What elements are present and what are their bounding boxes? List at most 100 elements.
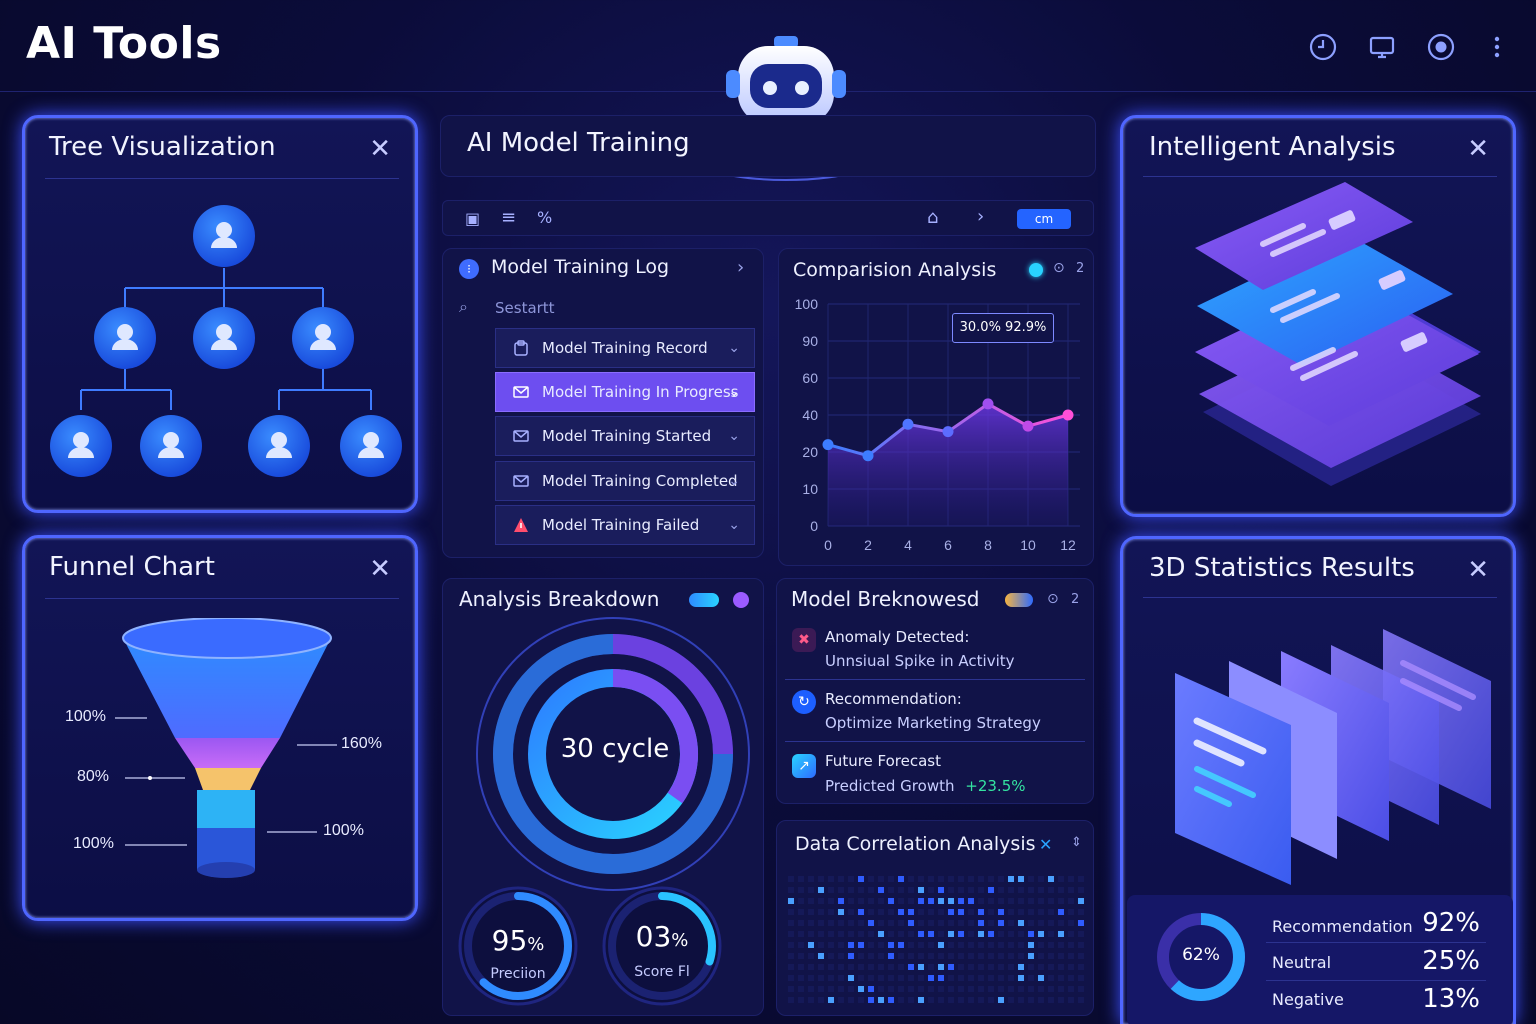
data-point[interactable]: [862, 450, 874, 462]
heatmap-cell: [1048, 986, 1054, 992]
toggle-switch[interactable]: [1005, 593, 1033, 607]
heatmap-cell: [1048, 964, 1054, 970]
clock-icon[interactable]: [1306, 30, 1340, 64]
save-icon[interactable]: ▣: [465, 209, 481, 228]
heatmap-cell: [1018, 931, 1024, 937]
heatmap-cell: [898, 898, 904, 904]
heatmap-cell: [858, 920, 864, 926]
heatmap-cell: [898, 953, 904, 959]
data-point[interactable]: [942, 426, 954, 438]
heatmap-cell: [878, 975, 884, 981]
gauge-unit: %: [527, 934, 545, 955]
heatmap-cell: [1068, 997, 1074, 1003]
heatmap-cell: [818, 887, 824, 893]
divider: [785, 741, 1085, 742]
heatmap-cell: [1048, 953, 1054, 959]
record-icon[interactable]: [1424, 30, 1458, 64]
heatmap-cell: [838, 986, 844, 992]
funnel-label-right: 100%: [323, 822, 364, 839]
data-point[interactable]: [1022, 420, 1034, 432]
percent-icon[interactable]: %: [537, 208, 553, 227]
chevron-right-icon[interactable]: ›: [737, 257, 745, 278]
heatmap-cell: [958, 997, 964, 1003]
heatmap-cell: [978, 931, 984, 937]
heatmap-cell: [1028, 997, 1034, 1003]
heatmap-cell: [1038, 942, 1044, 948]
heatmap-cell: [838, 920, 844, 926]
log-item-active[interactable]: Model Training In Progress ⌄: [495, 372, 755, 412]
heatmap-cell: [1068, 975, 1074, 981]
heatmap-cell: [978, 997, 984, 1003]
data-point[interactable]: [982, 398, 994, 410]
app-title: AI Tools: [26, 18, 222, 69]
heatmap-cell: [978, 986, 984, 992]
monitor-icon[interactable]: [1365, 30, 1399, 64]
chevron-right-icon[interactable]: ›: [977, 206, 985, 227]
heatmap-cell: [908, 997, 914, 1003]
heatmap-cell: [848, 953, 854, 959]
heatmap-cell: [958, 887, 964, 893]
heatmap-cell: [918, 997, 924, 1003]
heatmap-cell: [998, 953, 1004, 959]
heatmap-cell: [1048, 898, 1054, 904]
heatmap-cell: [918, 920, 924, 926]
heatmap-cell: [1008, 953, 1014, 959]
log-item[interactable]: Model Training Started ⌄: [495, 416, 755, 456]
heatmap-cell: [948, 986, 954, 992]
chevron-down-icon: ⌄: [728, 384, 740, 400]
menu-icon[interactable]: ≡: [501, 207, 517, 228]
heatmap-cell: [1058, 953, 1064, 959]
sort-icon[interactable]: ⇕: [1071, 835, 1082, 850]
heatmap-cell: [898, 975, 904, 981]
heatmap-cell: [828, 953, 834, 959]
heatmap-cell: [878, 997, 884, 1003]
heatmap-cell: [788, 975, 794, 981]
heatmap-cell: [868, 986, 874, 992]
link-icon[interactable]: ✕: [1039, 835, 1053, 854]
heatmap-cell: [1028, 942, 1034, 948]
heatmap-cell: [1068, 942, 1074, 948]
info-circle-icon[interactable]: ⊙: [1047, 591, 1059, 607]
heatmap-cell: [828, 909, 834, 915]
info-icon: ⁝: [459, 259, 479, 279]
log-item[interactable]: Model Training Completed ⌄: [495, 461, 755, 501]
gauge-value: 03: [635, 920, 672, 953]
heatmap-cell: [1068, 986, 1074, 992]
heatmap-cell: [978, 909, 984, 915]
data-point[interactable]: [822, 439, 834, 451]
log-item[interactable]: Model Training Failed ⌄: [495, 505, 755, 545]
home-icon[interactable]: ⌂: [927, 207, 939, 228]
precision-label: Preciion: [490, 966, 546, 982]
score-value: 03%: [600, 920, 724, 953]
heatmap-cell: [1038, 964, 1044, 970]
close-icon[interactable]: ✕: [369, 134, 391, 164]
heatmap-cell: [1008, 986, 1014, 992]
log-item[interactable]: Model Training Record ⌄: [495, 328, 755, 368]
stat-label: Negative: [1272, 990, 1344, 1009]
heatmap-cell: [878, 909, 884, 915]
stat-label: Recommendation: [1272, 917, 1413, 936]
heatmap-cell: [968, 909, 974, 915]
heatmap-cell: [788, 920, 794, 926]
heatmap-cell: [818, 898, 824, 904]
toolbar-badge[interactable]: cm: [1017, 209, 1071, 229]
heatmap-cell: [878, 964, 884, 970]
heatmap-cell: [1078, 898, 1084, 904]
toggle-switch[interactable]: [689, 593, 719, 607]
heatmap-cell: [1018, 975, 1024, 981]
heatmap-cell: [798, 931, 804, 937]
heatmap-cell: [1038, 909, 1044, 915]
heatmap-cell: [1058, 898, 1064, 904]
close-icon[interactable]: ✕: [1467, 555, 1489, 585]
close-icon[interactable]: ✕: [369, 554, 391, 584]
info-circle-icon[interactable]: ⊙: [1053, 260, 1065, 276]
data-point[interactable]: [1062, 409, 1074, 421]
heatmap-cell: [948, 931, 954, 937]
heatmap-cell: [988, 942, 994, 948]
data-point[interactable]: [902, 418, 914, 430]
heatmap-cell: [1058, 964, 1064, 970]
more-vertical-icon[interactable]: [1480, 30, 1514, 64]
heatmap-cell: [988, 931, 994, 937]
search-input[interactable]: Sestartt: [495, 299, 555, 317]
close-icon[interactable]: ✕: [1467, 134, 1489, 164]
